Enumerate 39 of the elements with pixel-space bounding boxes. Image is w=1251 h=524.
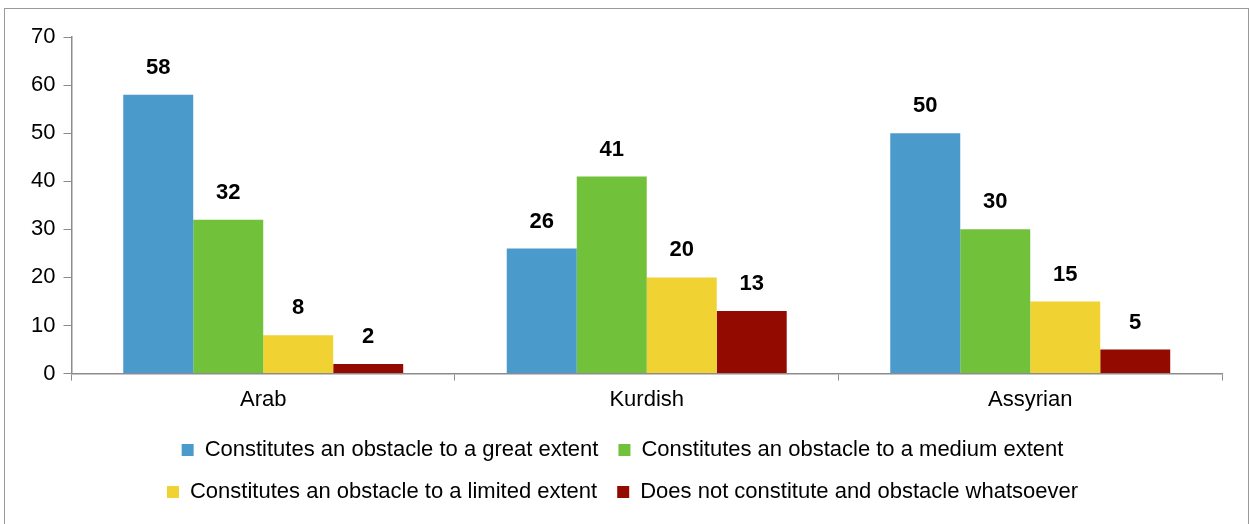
data-label: 20 (669, 236, 694, 262)
data-label: 32 (215, 178, 241, 204)
bar (576, 176, 647, 374)
legend-label: Constitutes an obstacle to a limited extent (189, 478, 598, 504)
legend-label: Does not constitute and obstacle whatsoever (640, 478, 1079, 504)
y-tick-label: 60 (30, 71, 56, 97)
legend-label: Constitutes an obstacle to a medium extent (641, 436, 1064, 462)
bar (123, 94, 194, 374)
bar (506, 248, 577, 374)
y-tick-label: 30 (30, 215, 56, 241)
data-label: 5 (1129, 308, 1142, 334)
data-label: 30 (983, 188, 1008, 214)
bar (716, 311, 787, 374)
data-label: 41 (599, 135, 624, 161)
data-label: 58 (146, 53, 171, 79)
data-label: 13 (739, 270, 764, 296)
x-tick-label: Arab (239, 385, 287, 411)
y-tick-label: 70 (30, 23, 56, 49)
y-tick-label: 40 (30, 167, 56, 193)
bar (193, 219, 264, 374)
x-tick-label: Assyrian (988, 385, 1073, 411)
y-tick-label: 0 (43, 359, 56, 385)
data-label: 50 (913, 92, 938, 118)
y-tick-label: 10 (30, 311, 56, 337)
bar (960, 229, 1031, 374)
bar (1100, 349, 1171, 374)
bar (890, 133, 961, 374)
bar (1030, 301, 1101, 374)
legend-label: Constitutes an obstacle to a great extent (204, 436, 599, 462)
y-tick-label: 50 (30, 119, 56, 145)
data-label: 2 (362, 323, 375, 349)
y-tick-label: 20 (30, 263, 56, 289)
bar (646, 277, 717, 374)
bar (263, 335, 334, 374)
data-label: 8 (292, 294, 305, 320)
x-tick-label: Kurdish (609, 385, 685, 411)
bar (333, 363, 404, 374)
data-label: 15 (1053, 260, 1078, 286)
data-label: 26 (529, 207, 554, 233)
